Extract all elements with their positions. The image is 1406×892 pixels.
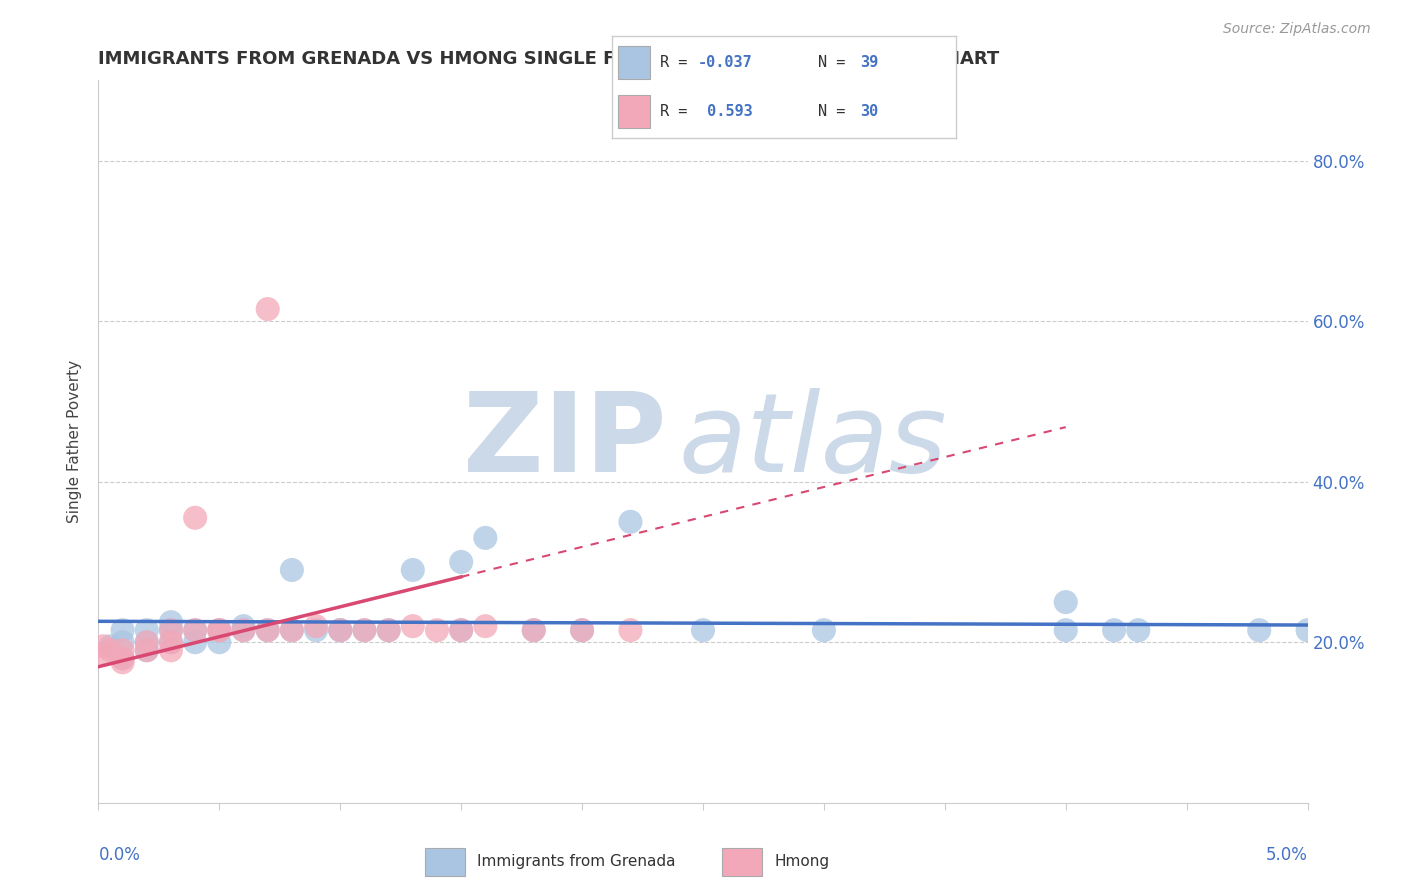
FancyBboxPatch shape xyxy=(425,847,465,877)
Point xyxy=(402,563,425,577)
Point xyxy=(111,651,134,665)
Point xyxy=(184,635,207,649)
Point xyxy=(232,619,254,633)
Point xyxy=(111,635,134,649)
Point xyxy=(813,623,835,637)
Point xyxy=(135,635,157,649)
Point xyxy=(160,643,183,657)
FancyBboxPatch shape xyxy=(619,95,650,128)
Text: Source: ZipAtlas.com: Source: ZipAtlas.com xyxy=(1223,22,1371,37)
Point xyxy=(329,623,352,637)
Point xyxy=(1054,623,1077,637)
Text: R =: R = xyxy=(659,54,696,70)
Point xyxy=(232,623,254,637)
Point xyxy=(571,623,593,637)
Text: Immigrants from Grenada: Immigrants from Grenada xyxy=(477,854,676,869)
Point xyxy=(474,531,496,545)
Text: 39: 39 xyxy=(859,54,877,70)
Point xyxy=(256,301,278,317)
Point xyxy=(619,623,641,637)
Point xyxy=(94,648,117,662)
Point xyxy=(135,635,157,649)
Text: R =: R = xyxy=(659,104,696,120)
Point xyxy=(377,623,399,637)
Point xyxy=(1102,623,1125,637)
Point xyxy=(135,623,157,637)
Point xyxy=(571,623,593,637)
Point xyxy=(619,515,641,529)
Text: 0.593: 0.593 xyxy=(697,104,752,120)
Point xyxy=(281,623,304,637)
Point xyxy=(208,635,231,649)
Text: 5.0%: 5.0% xyxy=(1265,847,1308,864)
Point xyxy=(353,623,375,637)
Point xyxy=(1054,595,1077,609)
Point xyxy=(1296,623,1319,637)
Point xyxy=(208,623,231,637)
Point xyxy=(474,619,496,633)
Point xyxy=(160,635,183,649)
Text: ZIP: ZIP xyxy=(464,388,666,495)
Point xyxy=(111,623,134,637)
Point xyxy=(184,510,207,524)
Text: 30: 30 xyxy=(859,104,877,120)
Point xyxy=(329,623,352,637)
Point xyxy=(281,563,304,577)
Point xyxy=(281,623,304,637)
Point xyxy=(450,623,472,637)
Text: -0.037: -0.037 xyxy=(697,54,752,70)
Point xyxy=(184,623,207,637)
Point xyxy=(450,623,472,637)
Point xyxy=(184,623,207,637)
Y-axis label: Single Father Poverty: Single Father Poverty xyxy=(67,360,83,523)
Point xyxy=(256,623,278,637)
Point xyxy=(692,623,714,637)
Point xyxy=(100,643,122,657)
Point xyxy=(91,639,114,653)
Text: atlas: atlas xyxy=(679,388,948,495)
Point xyxy=(305,623,328,637)
Text: IMMIGRANTS FROM GRENADA VS HMONG SINGLE FATHER POVERTY CORRELATION CHART: IMMIGRANTS FROM GRENADA VS HMONG SINGLE … xyxy=(98,50,1000,68)
Point xyxy=(377,623,399,637)
Point xyxy=(111,651,134,665)
Point xyxy=(232,623,254,637)
Text: N =: N = xyxy=(818,104,855,120)
Text: Hmong: Hmong xyxy=(775,854,830,869)
Point xyxy=(208,623,231,637)
Point xyxy=(160,635,183,649)
Text: N =: N = xyxy=(818,54,855,70)
Point xyxy=(111,655,134,669)
FancyBboxPatch shape xyxy=(619,46,650,79)
Point xyxy=(135,643,157,657)
Point xyxy=(426,623,449,637)
Point xyxy=(523,623,546,637)
Point xyxy=(329,623,352,637)
Point xyxy=(160,623,183,637)
Point xyxy=(353,623,375,637)
Point xyxy=(402,619,425,633)
Point xyxy=(135,643,157,657)
Point xyxy=(450,555,472,569)
Point xyxy=(111,643,134,657)
Point xyxy=(523,623,546,637)
Text: 0.0%: 0.0% xyxy=(98,847,141,864)
Point xyxy=(1128,623,1150,637)
Point xyxy=(305,619,328,633)
Point xyxy=(160,623,183,637)
Point xyxy=(1249,623,1271,637)
Point xyxy=(160,615,183,630)
Point xyxy=(256,623,278,637)
Point xyxy=(208,623,231,637)
Point xyxy=(100,639,122,653)
FancyBboxPatch shape xyxy=(721,847,762,877)
